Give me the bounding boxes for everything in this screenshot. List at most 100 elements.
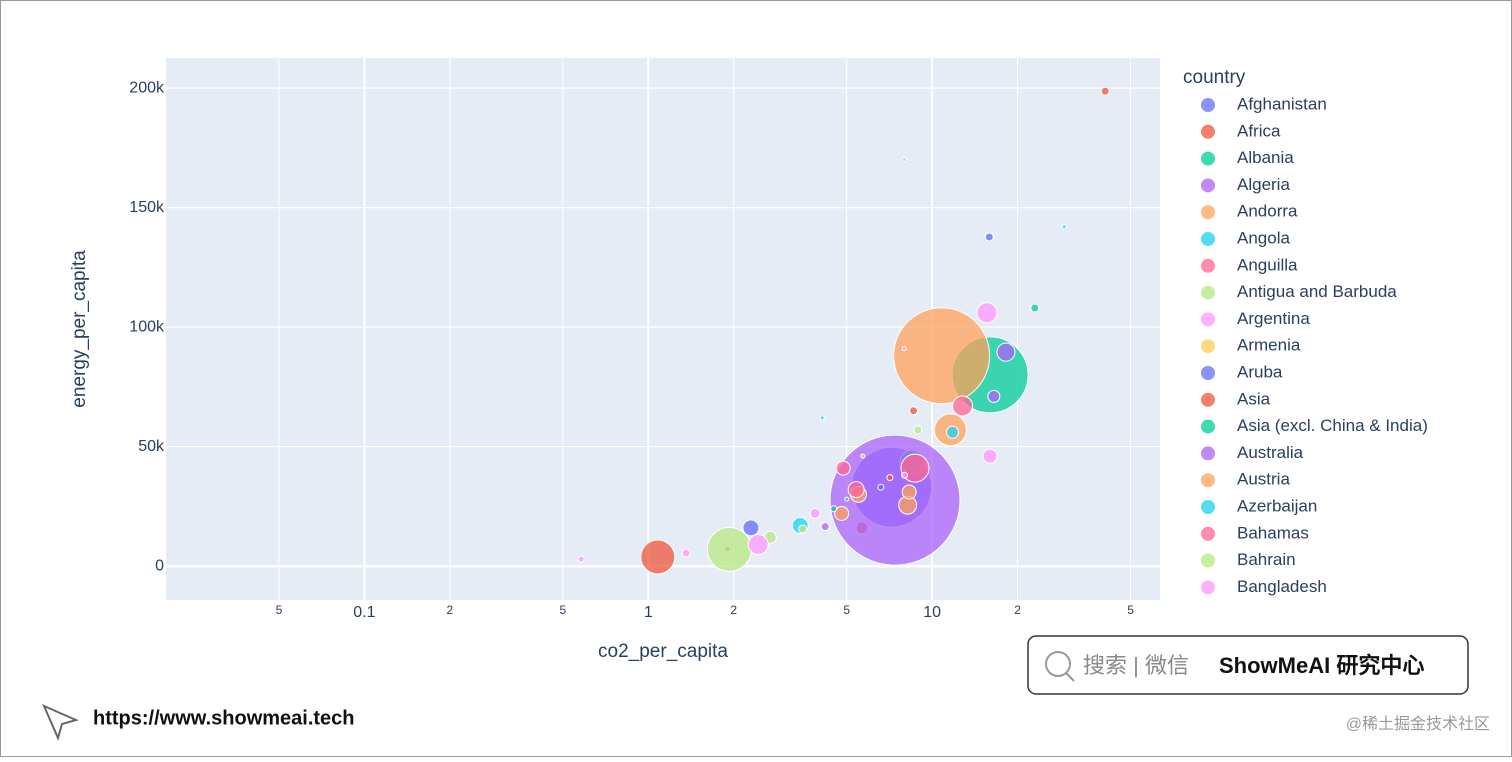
legend-swatch	[1201, 339, 1215, 354]
legend-label: Antigua and Barbuda	[1237, 282, 1397, 301]
legend-swatch	[1201, 580, 1215, 595]
bubble	[809, 507, 821, 519]
legend-label: Africa	[1237, 121, 1281, 140]
bubble	[976, 302, 998, 324]
legend-swatch	[1201, 205, 1215, 220]
legend-swatch	[1201, 500, 1215, 514]
bubble	[913, 425, 923, 435]
bubble	[829, 434, 961, 566]
y-axis-label: energy_per_capita	[69, 250, 90, 408]
legend-label: Azerbaijan	[1237, 496, 1317, 515]
watermark-url: https://www.showmeai.tech	[93, 707, 355, 729]
y-tick-label: 200k	[129, 79, 165, 96]
bubble	[860, 453, 866, 459]
bubble	[909, 406, 919, 416]
bubble	[901, 484, 917, 500]
bubble	[1100, 86, 1110, 96]
bubble	[1030, 303, 1040, 313]
bubble	[877, 483, 885, 491]
bubble	[820, 522, 830, 532]
bubble	[996, 342, 1016, 362]
search-icon	[1045, 651, 1071, 677]
plot-area	[166, 58, 1160, 600]
x-tick-label: 2	[447, 603, 454, 617]
legend-label: Albania	[1237, 148, 1294, 167]
bubble	[893, 307, 991, 405]
watermark-brand: ShowMeAI 研究中心	[1219, 653, 1424, 678]
watermark-source: @稀土掘金技术社区	[1346, 715, 1490, 733]
bubble	[844, 496, 850, 502]
x-tick-label: 5	[276, 603, 283, 617]
y-tick-label: 0	[155, 557, 164, 574]
x-tick-label: 1	[644, 604, 653, 621]
legend-label: Bangladesh	[1237, 577, 1327, 596]
bubble	[577, 555, 585, 563]
legend-label: Asia (excl. China & India)	[1237, 416, 1428, 435]
bubble	[706, 526, 752, 572]
watermark-box	[1027, 635, 1469, 695]
legend-label: Asia	[1237, 389, 1271, 408]
cursor-icon	[42, 704, 79, 741]
legend-label: Anguilla	[1237, 255, 1298, 274]
legend-label: Algeria	[1237, 175, 1290, 194]
x-tick-label: 10	[923, 604, 941, 621]
bubble	[901, 157, 907, 163]
legend-swatch	[1201, 178, 1215, 193]
legend-label: Angola	[1237, 228, 1290, 247]
legend-swatch	[1201, 473, 1215, 488]
marks	[577, 86, 1110, 575]
bubble	[640, 539, 676, 575]
bubble	[681, 548, 691, 558]
bubble	[1061, 224, 1067, 230]
bubble	[847, 481, 865, 499]
legend-title: country	[1183, 67, 1246, 88]
legend-label: Austria	[1237, 470, 1290, 489]
bubble	[982, 448, 998, 464]
legend-swatch	[1201, 124, 1215, 139]
legend-swatch	[1201, 232, 1215, 246]
x-tick-label: 0.1	[353, 604, 375, 621]
legend-swatch	[1201, 98, 1215, 112]
bubble	[984, 232, 994, 242]
legend: Afghanistan Africa Albania Algeria Andorra An…	[1201, 94, 1428, 596]
legend-label: Andorra	[1237, 202, 1298, 221]
legend-swatch	[1201, 151, 1215, 166]
axes: 5 0.1 2 5 1 2 5 10 2 5 0 50k 100k 150k 200k	[129, 79, 1134, 621]
legend-label: Argentina	[1237, 309, 1310, 328]
x-tick-label: 2	[730, 603, 737, 617]
legend-label: Bahamas	[1237, 523, 1309, 542]
x-tick-label: 5	[843, 603, 850, 617]
y-tick-label: 150k	[129, 199, 165, 216]
bubble	[987, 389, 1001, 403]
search-icon	[1065, 672, 1075, 682]
bubble	[952, 395, 974, 417]
watermark-search: 搜索 | 微信	[1083, 653, 1189, 678]
legend-swatch	[1201, 553, 1215, 568]
legend-swatch	[1201, 285, 1215, 300]
legend-label: Armenia	[1237, 336, 1301, 355]
legend-swatch	[1201, 526, 1215, 541]
legend-label: Bahrain	[1237, 550, 1296, 569]
bubble	[946, 425, 960, 439]
legend-swatch	[1201, 312, 1215, 327]
legend-swatch	[1201, 419, 1215, 434]
bubble	[742, 519, 760, 537]
bubble	[747, 534, 769, 556]
bubble	[830, 505, 838, 513]
bubble	[886, 474, 894, 482]
legend-label: Australia	[1237, 443, 1304, 462]
legend-label: Afghanistan	[1237, 94, 1327, 113]
bubble	[901, 346, 907, 352]
bubble	[835, 460, 851, 476]
x-tick-label: 2	[1014, 603, 1021, 617]
bubble	[834, 505, 850, 521]
y-tick-label: 50k	[138, 438, 165, 455]
legend-swatch	[1201, 258, 1215, 273]
x-tick-label: 5	[559, 603, 566, 617]
x-tick-label: 5	[1127, 603, 1134, 617]
legend-swatch	[1201, 446, 1215, 461]
bubble	[819, 415, 825, 421]
legend-swatch	[1201, 366, 1215, 380]
bubble	[901, 471, 909, 479]
